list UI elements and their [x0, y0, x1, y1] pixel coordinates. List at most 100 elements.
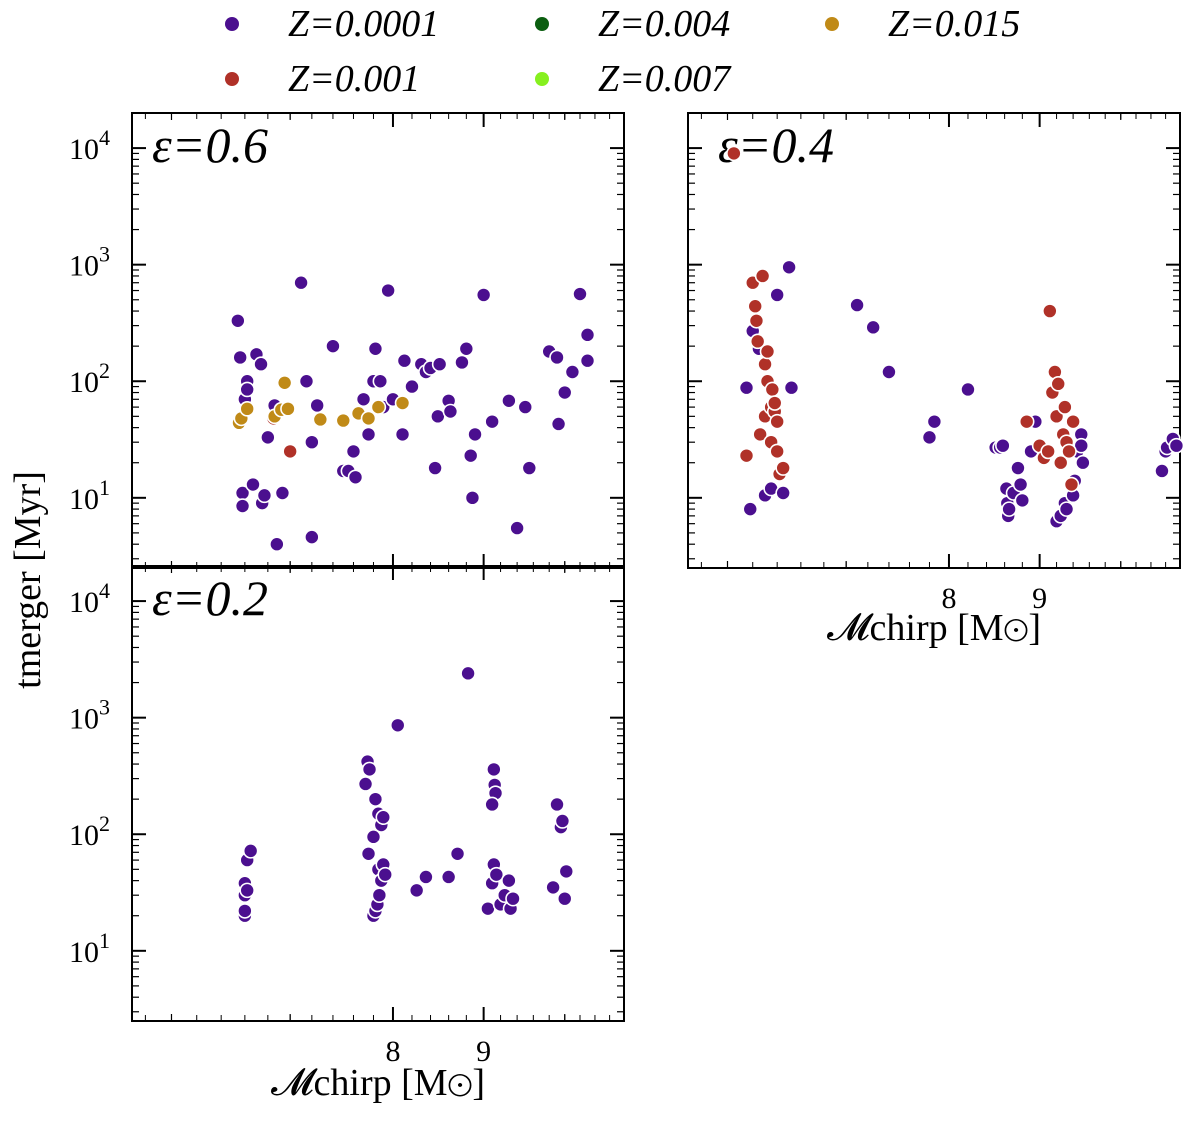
- panel-frame-eps06: [131, 112, 625, 569]
- data-point-eps04: [742, 501, 759, 517]
- data-point-eps06: [239, 381, 255, 398]
- data-point-eps02: [558, 863, 575, 880]
- data-point-eps06: [239, 401, 255, 417]
- data-point-eps02: [545, 879, 561, 896]
- x-tick-label: 9: [1032, 582, 1047, 615]
- data-point-eps06: [549, 349, 565, 366]
- data-point-eps06: [454, 354, 470, 371]
- data-point-eps06: [253, 356, 269, 373]
- data-point-eps02: [549, 796, 565, 813]
- data-point-eps04: [1010, 460, 1026, 476]
- legend: Z=0.0001 Z=0.004 Z=0.015 Z=0.001 Z=0.007: [225, 3, 1020, 100]
- data-point-eps06: [458, 340, 475, 357]
- data-point-eps06: [312, 411, 329, 428]
- data-point-eps06: [234, 498, 251, 514]
- data-point-eps06: [501, 392, 517, 409]
- y-tick-label: 103: [69, 242, 110, 283]
- data-point-eps06: [396, 352, 413, 369]
- data-point-eps04: [783, 379, 800, 396]
- data-point-eps06: [372, 373, 389, 390]
- y-tick-label: 103: [69, 695, 110, 736]
- x-tick-label: 9: [476, 1035, 491, 1068]
- data-point-eps02: [554, 813, 571, 829]
- data-point-eps04: [749, 333, 766, 350]
- data-point-eps06: [427, 460, 443, 476]
- data-point-eps06: [256, 487, 273, 504]
- y-tick-label: 104: [69, 578, 110, 619]
- data-point-eps04: [849, 297, 865, 313]
- data-point-eps06: [230, 312, 246, 329]
- x-axis-label-right: 𝓜chirp [M⊙]: [827, 607, 1041, 649]
- data-point-eps06: [325, 338, 341, 354]
- data-point-eps06: [521, 460, 538, 476]
- y-tick-label: 104: [69, 125, 110, 166]
- legend-label-z004: Z=0.004: [598, 3, 730, 45]
- data-point-eps06: [282, 443, 298, 460]
- data-point-eps04: [1057, 399, 1073, 415]
- data-point-eps04: [1168, 437, 1185, 454]
- data-point-eps04: [759, 343, 776, 360]
- data-point-eps02: [440, 869, 457, 885]
- data-point-eps02: [237, 903, 253, 919]
- data-point-eps04: [757, 356, 773, 373]
- data-point-eps04: [769, 287, 785, 303]
- x-axis-label-left: 𝓜chirp [M⊙]: [271, 1062, 485, 1104]
- data-point-eps06: [347, 469, 364, 486]
- data-point-eps06: [232, 349, 248, 366]
- y-tick-label: 101: [69, 475, 110, 516]
- data-point-eps06: [517, 399, 534, 415]
- data-point-eps02: [367, 791, 384, 807]
- data-point-eps06: [280, 401, 296, 417]
- data-point-eps06: [293, 274, 309, 291]
- data-point-eps06: [360, 410, 377, 427]
- data-point-eps04: [748, 312, 765, 329]
- data-point-eps04: [1052, 454, 1069, 471]
- panel-label-eps04: ε=0.4: [718, 117, 834, 173]
- data-point-eps02: [488, 866, 505, 883]
- data-point-eps04: [865, 319, 881, 336]
- data-point-eps02: [360, 845, 377, 862]
- data-point-eps02: [505, 890, 521, 907]
- data-point-eps04: [769, 413, 785, 430]
- data-point-eps02: [371, 887, 388, 903]
- legend-marker-z001: [225, 72, 239, 86]
- data-point-eps06: [304, 434, 320, 450]
- data-point-eps06: [564, 364, 581, 380]
- y-tick-label: 102: [69, 358, 110, 399]
- data-point-eps04: [752, 426, 768, 443]
- data-points: [230, 145, 1185, 924]
- data-point-eps06: [431, 356, 448, 373]
- data-point-eps06: [345, 443, 362, 460]
- data-point-eps02: [365, 829, 382, 845]
- legend-label-z001: Z=0.001: [288, 58, 420, 100]
- ticks: 101 102 103 104 8 9 101 102 103 104 8 9: [69, 112, 1180, 1068]
- data-point-eps04: [881, 364, 897, 380]
- data-point-eps04: [781, 259, 797, 276]
- data-point-eps02: [460, 665, 476, 682]
- legend-marker-z004: [535, 17, 549, 31]
- data-point-eps02: [357, 776, 374, 792]
- panel-label-eps02: ε=0.2: [152, 570, 268, 626]
- data-point-eps06: [579, 352, 596, 369]
- data-point-eps04: [754, 268, 771, 284]
- data-point-eps06: [355, 391, 372, 408]
- data-point-eps02: [377, 866, 394, 883]
- data-point-eps06: [245, 476, 261, 493]
- data-point-eps04: [1012, 476, 1029, 493]
- data-point-eps04: [1042, 303, 1058, 319]
- data-point-eps04: [1075, 454, 1091, 471]
- data-point-eps02: [484, 796, 500, 813]
- panel-label-eps06: ε=0.6: [152, 117, 268, 173]
- data-point-eps04: [764, 381, 781, 398]
- data-point-eps04: [766, 395, 783, 411]
- data-point-eps06: [276, 374, 293, 391]
- data-point-eps04: [1065, 413, 1081, 430]
- data-point-eps04: [747, 298, 764, 315]
- data-point-eps02: [449, 845, 466, 862]
- legend-marker-z0001: [225, 17, 239, 31]
- data-point-eps04: [960, 381, 976, 398]
- data-point-eps06: [367, 340, 384, 357]
- data-point-eps02: [408, 882, 425, 899]
- data-point-eps04: [1014, 492, 1031, 509]
- legend-label-z0001: Z=0.0001: [288, 3, 439, 45]
